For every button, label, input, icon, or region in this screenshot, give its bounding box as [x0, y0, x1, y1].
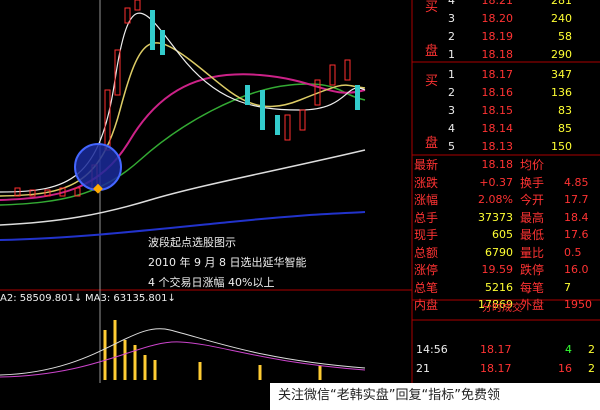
price: 18.20 — [481, 12, 514, 25]
annotation: 2010 年 9 月 8 日选出延华智能 — [148, 256, 307, 269]
volume: 281 — [551, 0, 572, 7]
volume: 347 — [551, 68, 572, 81]
quote-label: 换手 — [520, 175, 545, 190]
quote-value: 0.5 — [564, 245, 582, 259]
watermark-bar — [270, 383, 600, 410]
volume: 83 — [558, 104, 572, 117]
volume: 85 — [558, 122, 572, 135]
ma-line — [0, 149, 366, 226]
quote-value: 18.4 — [564, 210, 589, 224]
quote-value: 6790 — [485, 245, 513, 259]
level: 1 — [448, 48, 455, 61]
quote-value: 5216 — [485, 280, 513, 294]
price: 18.16 — [481, 86, 514, 99]
level: 4 — [448, 0, 455, 7]
volume: 58 — [558, 30, 572, 43]
candles — [150, 10, 360, 135]
level: 3 — [448, 104, 455, 117]
indicator-line — [0, 328, 366, 376]
quote-label: 最高 — [520, 210, 545, 225]
quote-value: 4.85 — [564, 175, 589, 189]
quote-value: 7 — [564, 280, 571, 294]
volume: 240 — [551, 12, 572, 25]
highlight-circle — [74, 143, 122, 191]
quote-label: 量比 — [520, 245, 545, 260]
level: 2 — [448, 86, 455, 99]
price: 18.19 — [481, 30, 514, 43]
watermark: 关注微信“老韩实盘”回复“指标”免费领 — [278, 388, 500, 403]
level: 5 — [448, 140, 455, 153]
side-label: 买 — [425, 0, 439, 15]
trade-volume: 16 — [558, 362, 572, 375]
trade-count: 2 — [588, 343, 595, 356]
quote-value: +0.37 — [479, 175, 513, 189]
price: 18.18 — [481, 48, 514, 61]
indicator-label: A2: 58509.801↓ — [0, 293, 83, 304]
level: 2 — [448, 30, 455, 43]
quote-label: 最低 — [520, 228, 545, 242]
price: 18.21 — [481, 0, 514, 7]
quote-label: 最新 — [414, 158, 439, 172]
quote-value: 37373 — [478, 210, 513, 224]
side-label: 盘 — [425, 44, 439, 59]
quote-label: 每笔 — [520, 280, 545, 295]
quote-label: 现手 — [414, 228, 439, 242]
trade-time: 14:56 — [416, 343, 448, 356]
trades-header: 分时成交 — [482, 303, 522, 314]
quote-label: 跌停 — [520, 263, 545, 277]
ma-line — [0, 73, 366, 201]
volume: 290 — [551, 48, 572, 61]
quote-value: 1950 — [564, 298, 592, 311]
quote-label: 内盘 — [414, 298, 439, 312]
volume: 150 — [551, 140, 572, 153]
trade-count: 2 — [588, 362, 595, 375]
quote-label: 均价 — [520, 158, 545, 172]
quote-label: 涨幅 — [414, 193, 439, 207]
price: 18.17 — [481, 68, 514, 81]
quote-label: 总额 — [414, 245, 439, 260]
ma-line — [0, 12, 366, 193]
trade-time: 21 — [416, 362, 430, 375]
annotation: 波段起点选股图示 — [148, 236, 236, 249]
volume: 136 — [551, 86, 572, 99]
level: 4 — [448, 122, 455, 135]
price: 18.15 — [481, 104, 514, 117]
trade-price: 18.17 — [480, 362, 512, 375]
ma-line — [0, 42, 366, 197]
ma-line — [0, 211, 366, 241]
volume-bars — [103, 320, 322, 380]
quote-label: 今开 — [520, 193, 545, 207]
indicator-line — [0, 341, 366, 378]
price: 18.14 — [481, 122, 514, 135]
candles — [14, 0, 351, 197]
quote-value: 16.0 — [564, 263, 589, 276]
quote-value: 17.6 — [564, 228, 589, 241]
quote-label: 总手 — [414, 210, 439, 225]
quote-label: 外盘 — [520, 298, 545, 312]
quote-value: 19.59 — [481, 263, 514, 276]
side-label: 盘 — [425, 136, 439, 151]
quote-value: 605 — [492, 228, 513, 241]
quote-value: 2.08% — [478, 193, 513, 206]
ma-line — [0, 83, 366, 206]
quote-value: 18.18 — [481, 158, 514, 171]
signal-marker — [93, 183, 103, 194]
trade-price: 18.17 — [480, 343, 512, 356]
side-label: 买 — [425, 74, 439, 89]
price: 18.13 — [481, 140, 514, 153]
level: 3 — [448, 12, 455, 25]
quote-label: 涨停 — [414, 263, 439, 277]
quote-value: 17.7 — [564, 193, 589, 206]
annotation: 4 个交易日涨幅 40%以上 — [148, 276, 275, 289]
quote-label: 涨跌 — [414, 175, 439, 190]
trade-volume: 4 — [565, 343, 572, 356]
indicator-label: MA3: 63135.801↓ — [85, 293, 176, 304]
level: 1 — [448, 68, 455, 81]
quote-label: 总笔 — [414, 280, 439, 295]
quote-value: 17869 — [478, 298, 513, 311]
